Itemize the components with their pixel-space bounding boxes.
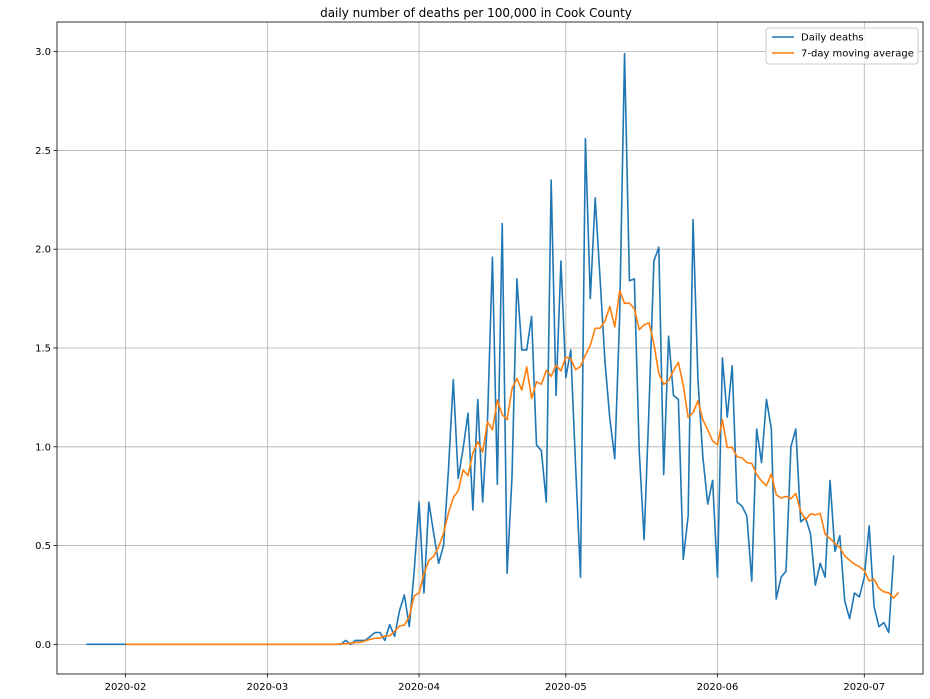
series-layer — [86, 52, 900, 646]
series-line-moving-average — [125, 289, 900, 646]
x-tick-label: 2020-02 — [105, 682, 147, 693]
x-tick-label: 2020-05 — [545, 682, 587, 693]
y-tick-label: 0.5 — [35, 541, 51, 552]
y-tick-label: 1.0 — [35, 442, 51, 453]
y-tick-label: 3.0 — [35, 47, 51, 58]
x-tick-label: 2020-04 — [398, 682, 440, 693]
x-tick-label: 2020-03 — [246, 682, 288, 693]
y-tick-label: 1.5 — [35, 344, 51, 355]
y-axis: 0.0 0.5 1.0 1.5 2.0 2.5 3.0 — [35, 47, 57, 651]
y-tick-label: 2.0 — [35, 245, 51, 256]
legend-label-moving-average: 7-day moving average — [801, 49, 914, 60]
x-tick-label: 2020-07 — [843, 682, 885, 693]
legend-box — [765, 27, 919, 65]
x-tick-label: 2020-06 — [697, 682, 739, 693]
legend: Daily deaths 7-day moving average — [765, 27, 919, 65]
x-axis: 2020-02 2020-03 2020-04 2020-05 2020-06 2020-… — [105, 674, 885, 693]
legend-label-daily-deaths: Daily deaths — [801, 33, 864, 44]
y-tick-label: 0.0 — [35, 640, 51, 651]
chart-title: daily number of deaths per 100,000 in Co… — [320, 6, 632, 20]
y-tick-label: 2.5 — [35, 146, 51, 157]
